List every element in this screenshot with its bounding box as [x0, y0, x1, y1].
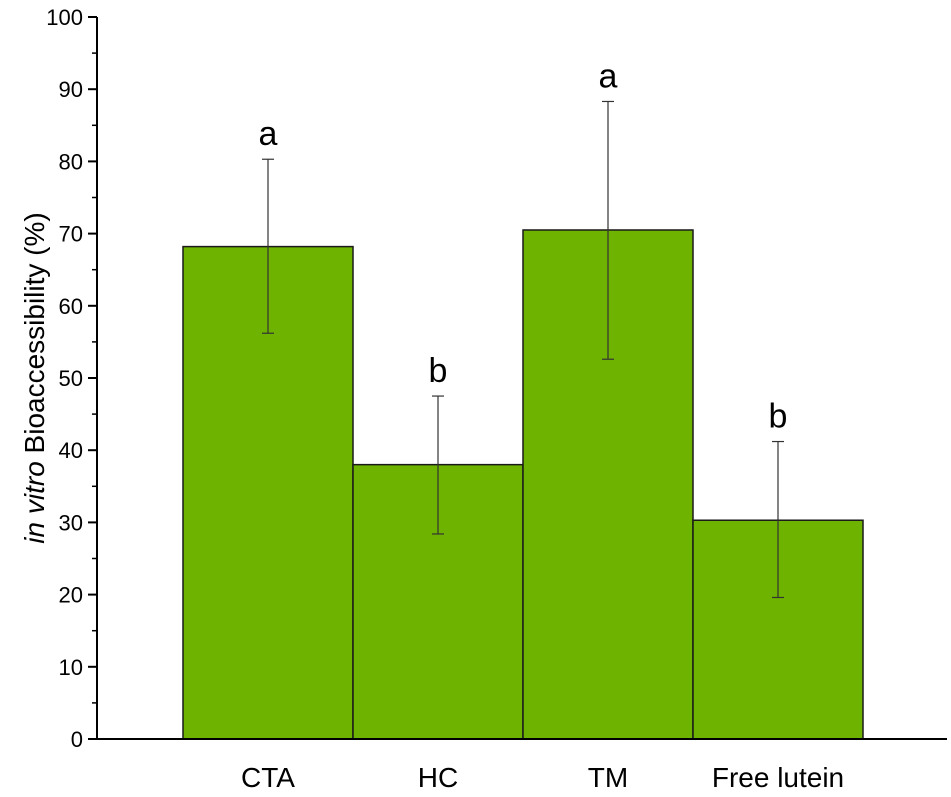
y-tick-label: 0 — [71, 727, 83, 752]
significance-letters: a b a b — [259, 57, 788, 435]
y-tick-label: 80 — [59, 149, 83, 174]
significance-letter: b — [429, 352, 448, 390]
y-axis: 0 10 20 30 40 50 60 70 80 90 100 — [46, 5, 98, 752]
y-tick-label: 40 — [59, 438, 83, 463]
y-tick-label: 100 — [46, 5, 83, 30]
significance-letter: a — [259, 115, 278, 153]
significance-letter: b — [769, 398, 788, 436]
y-tick-label: 70 — [59, 222, 83, 247]
y-tick-label: 20 — [59, 583, 83, 608]
significance-letter: a — [599, 57, 618, 95]
x-category-label: CTA — [241, 762, 295, 793]
x-category-label: HC — [418, 762, 458, 793]
y-tick-label: 60 — [59, 294, 83, 319]
y-tick-label: 10 — [59, 655, 83, 680]
y-tick-label: 90 — [59, 77, 83, 102]
x-axis: CTA HC TM Free lutein — [97, 738, 947, 793]
x-category-label: Free lutein — [712, 762, 844, 793]
y-axis-title: in vitro Bioaccessibility (%) — [19, 212, 50, 543]
bars — [182, 229, 864, 740]
x-category-label: TM — [588, 762, 628, 793]
y-tick-label: 50 — [59, 366, 83, 391]
y-axis-title-italic: in vitro — [19, 461, 50, 543]
y-tick-label: 30 — [59, 510, 83, 535]
error-bars — [262, 100, 784, 599]
y-axis-title-rest: Bioaccessibility (%) — [19, 212, 50, 461]
